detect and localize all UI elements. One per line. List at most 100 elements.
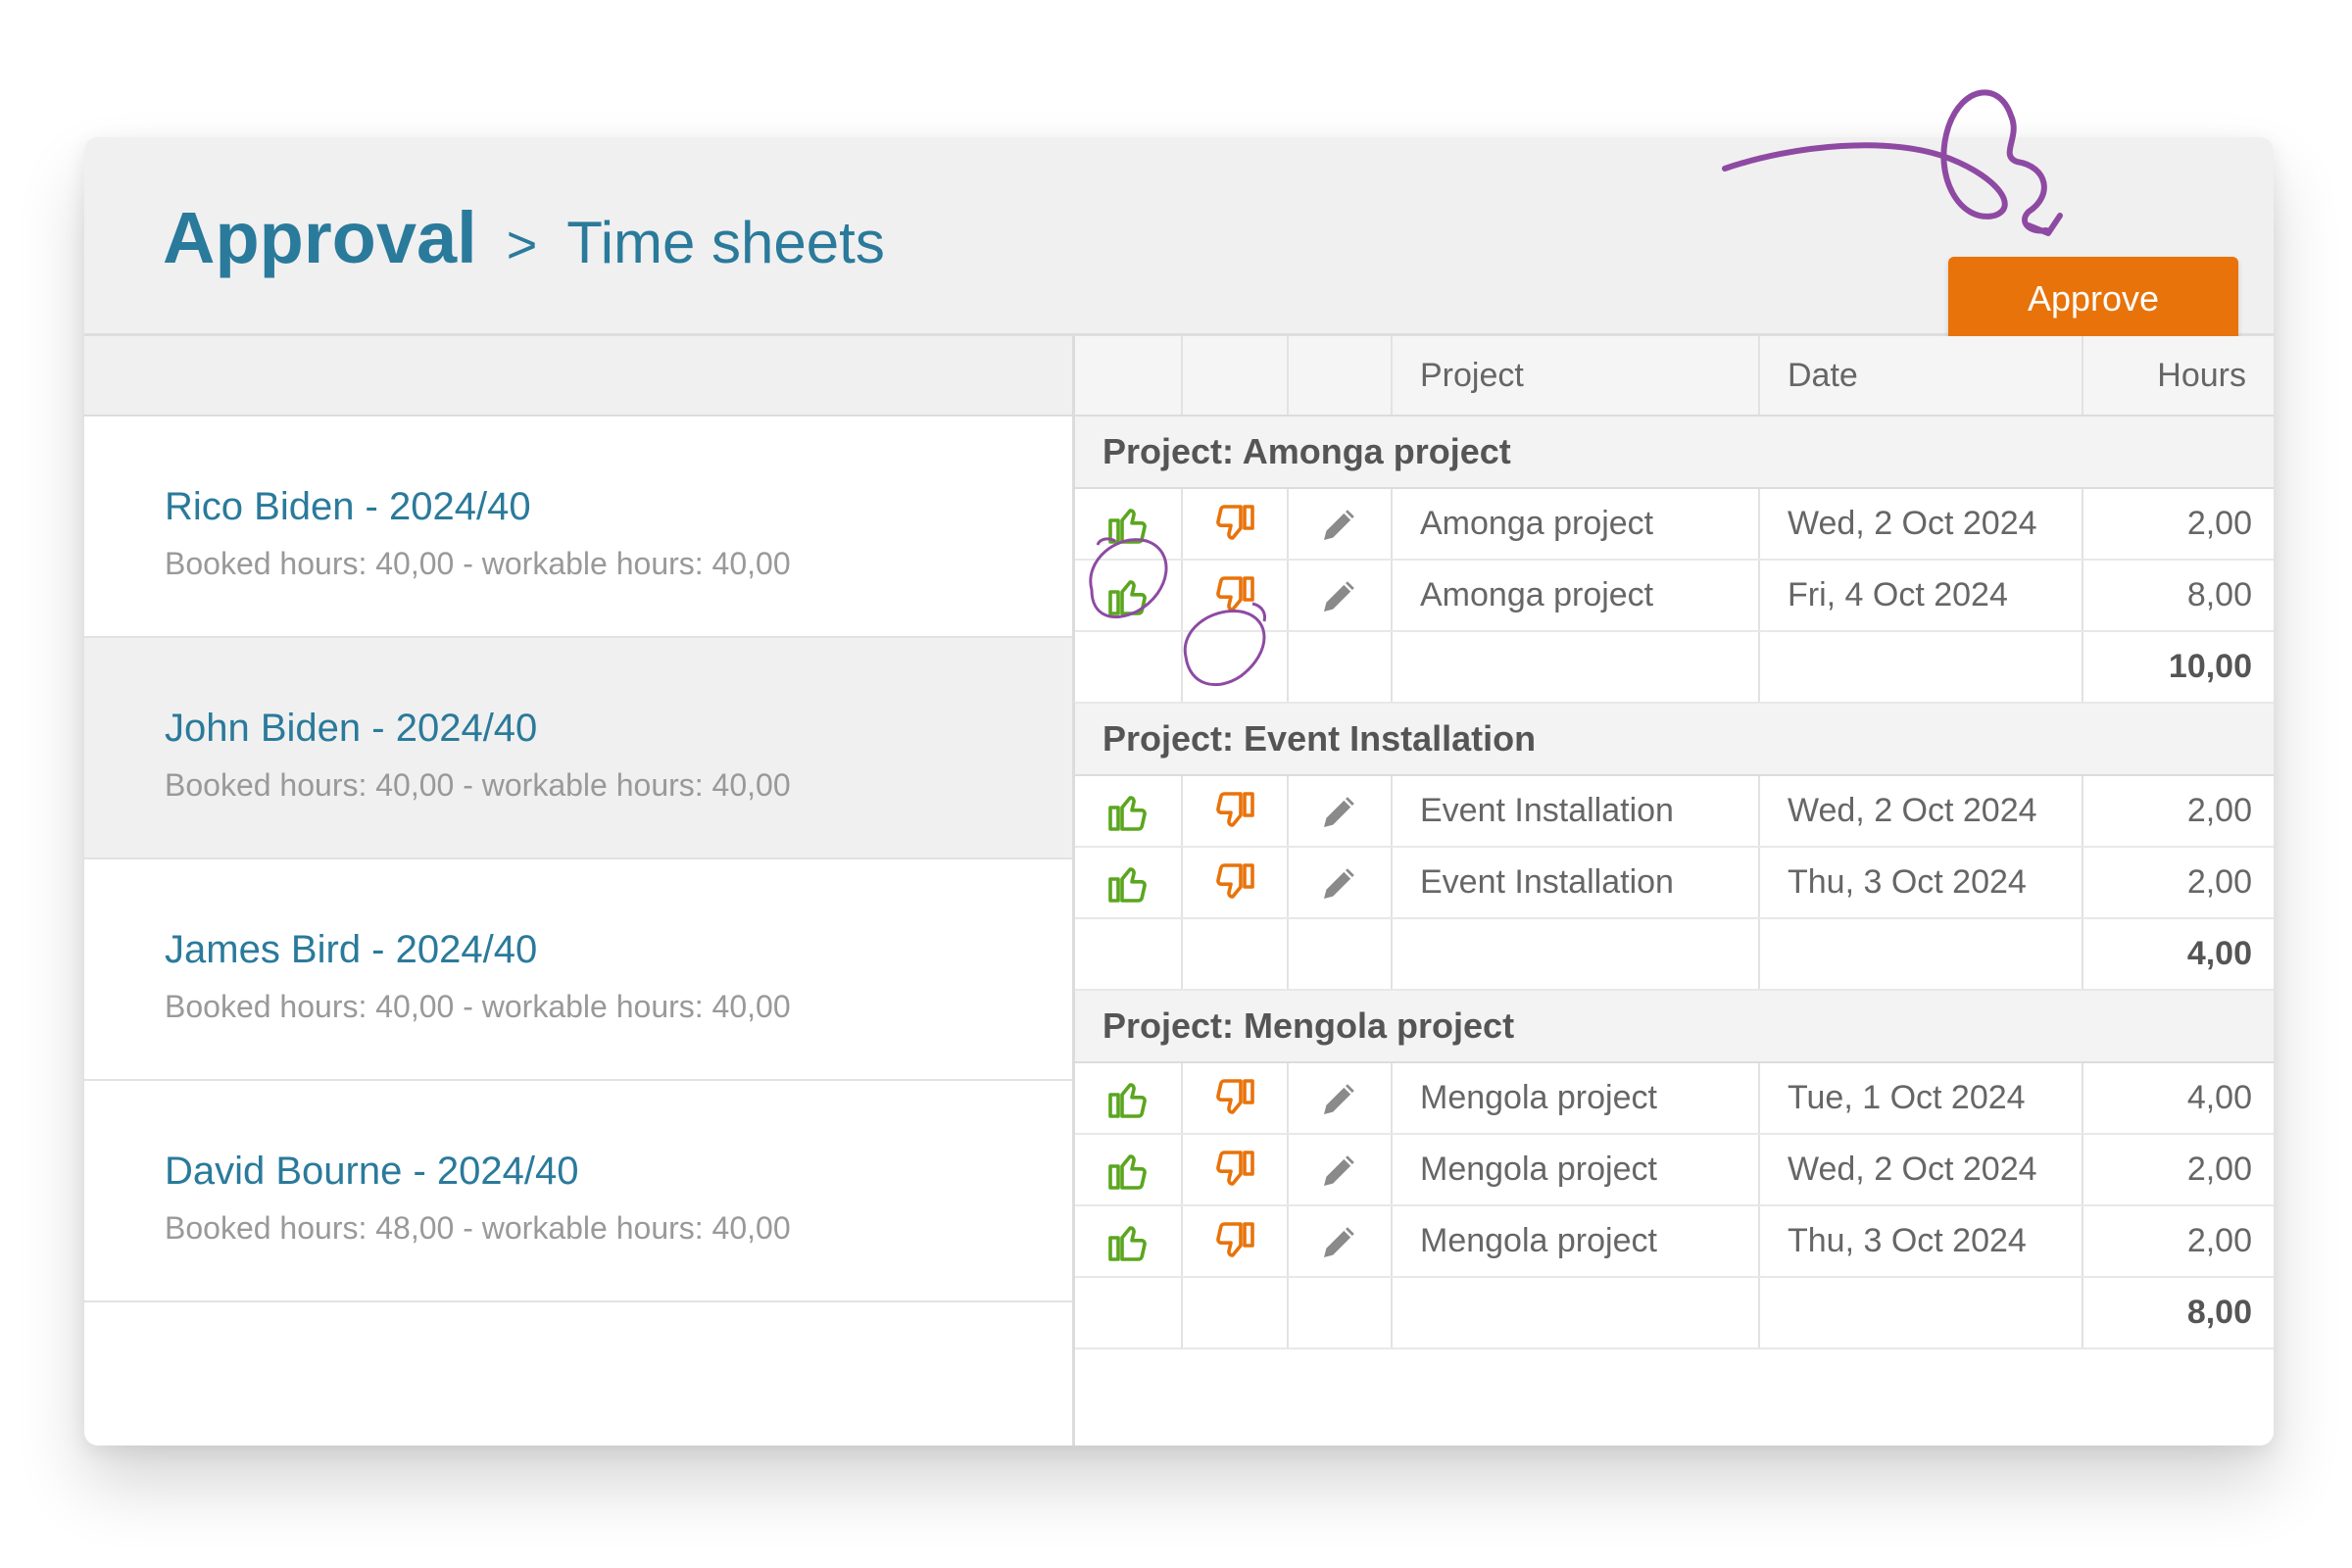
empty-cell [1289, 1278, 1393, 1348]
empty-cell [1760, 919, 2083, 989]
reject-cell [1183, 776, 1289, 846]
header-approve-col [1075, 336, 1183, 415]
approve-cell [1075, 561, 1183, 630]
edit-cell [1289, 1135, 1393, 1204]
hours-cell: 2,00 [2186, 863, 2252, 901]
approve-cell [1075, 1206, 1183, 1276]
hours-cell: 2,00 [2186, 1151, 2252, 1188]
empty-cell [1393, 1278, 1760, 1348]
empty-cell [1289, 919, 1393, 989]
employee-name: Rico Biden - 2024/40 [165, 485, 531, 528]
header-project[interactable]: Project [1393, 336, 1760, 415]
reject-cell [1183, 1063, 1289, 1133]
table-header: Project Date Hours [1075, 336, 2274, 416]
employee-list: Rico Biden - 2024/40 Booked hours: 40,00 … [84, 336, 1075, 1446]
breadcrumb-separator: > [506, 216, 538, 274]
header-date[interactable]: Date [1760, 336, 2083, 415]
empty-cell [1075, 919, 1183, 989]
hours-cell: 2,00 [2186, 792, 2252, 829]
thumbs-up-icon[interactable] [1104, 1218, 1152, 1265]
date-cell: Wed, 2 Oct 2024 [1760, 1135, 2083, 1204]
pencil-icon[interactable] [1316, 1075, 1363, 1122]
employee-hours: Booked hours: 40,00 - workable hours: 40… [165, 546, 791, 581]
employee-hours: Booked hours: 48,00 - workable hours: 40… [165, 1210, 791, 1246]
header-reject-col [1183, 336, 1289, 415]
table-row: Amonga project Fri, 4 Oct 2024 8,00 [1075, 561, 2274, 632]
employee-name: James Bird - 2024/40 [165, 928, 538, 971]
reject-cell [1183, 489, 1289, 559]
approve-cell [1075, 489, 1183, 559]
edit-cell [1289, 848, 1393, 917]
employee-hours: Booked hours: 40,00 - workable hours: 40… [165, 989, 791, 1024]
approve-cell [1075, 848, 1183, 917]
approve-button[interactable]: Approve [1948, 257, 2238, 341]
edit-cell [1289, 776, 1393, 846]
reject-cell [1183, 848, 1289, 917]
reject-cell [1183, 1135, 1289, 1204]
employee-name: John Biden - 2024/40 [165, 707, 538, 750]
pencil-icon[interactable] [1316, 788, 1363, 835]
empty-cell [1760, 632, 2083, 702]
edit-cell [1289, 1206, 1393, 1276]
thumbs-down-icon[interactable] [1211, 572, 1258, 619]
project-cell: Mengola project [1393, 1063, 1760, 1133]
project-cell: Event Installation [1393, 776, 1760, 846]
thumbs-up-icon[interactable] [1104, 788, 1152, 835]
table-row: Mengola project Wed, 2 Oct 2024 2,00 [1075, 1135, 2274, 1206]
group-total-row: 4,00 [1075, 919, 2274, 991]
empty-cell [1289, 632, 1393, 702]
hours-cell: 2,00 [2186, 1222, 2252, 1259]
group-total-row: 10,00 [1075, 632, 2274, 704]
date-cell: Wed, 2 Oct 2024 [1760, 776, 2083, 846]
breadcrumb-time-sheets: Time sheets [566, 210, 885, 275]
header-hours[interactable]: Hours [2157, 356, 2246, 394]
hours-cell: 2,00 [2186, 505, 2252, 542]
empty-cell [1183, 632, 1289, 702]
approve-cell [1075, 1063, 1183, 1133]
empty-cell [1183, 1278, 1289, 1348]
thumbs-up-icon[interactable] [1104, 501, 1152, 548]
thumbs-up-icon[interactable] [1104, 859, 1152, 906]
hours-cell: 8,00 [2186, 576, 2252, 613]
pencil-icon[interactable] [1316, 572, 1363, 619]
empty-cell [1393, 632, 1760, 702]
pencil-icon[interactable] [1316, 1218, 1363, 1265]
empty-cell [1760, 1278, 2083, 1348]
employee-list-header [84, 336, 1072, 416]
employee-item[interactable]: John Biden - 2024/40 Booked hours: 40,00 … [84, 638, 1072, 859]
empty-cell [1393, 919, 1760, 989]
breadcrumb-approval[interactable]: Approval [163, 197, 477, 278]
project-cell: Event Installation [1393, 848, 1760, 917]
employee-item[interactable]: James Bird - 2024/40 Booked hours: 40,00 … [84, 859, 1072, 1081]
thumbs-down-icon[interactable] [1211, 788, 1258, 835]
date-cell: Fri, 4 Oct 2024 [1760, 561, 2083, 630]
pencil-icon[interactable] [1316, 859, 1363, 906]
empty-cell [1075, 632, 1183, 702]
reject-cell [1183, 1206, 1289, 1276]
thumbs-down-icon[interactable] [1211, 501, 1258, 548]
thumbs-down-icon[interactable] [1211, 1147, 1258, 1194]
empty-cell [1183, 919, 1289, 989]
employee-item[interactable]: Rico Biden - 2024/40 Booked hours: 40,00 … [84, 416, 1072, 638]
pencil-icon[interactable] [1316, 501, 1363, 548]
date-cell: Wed, 2 Oct 2024 [1760, 489, 2083, 559]
pencil-icon[interactable] [1316, 1147, 1363, 1194]
thumbs-up-icon[interactable] [1104, 1147, 1152, 1194]
group-total: 4,00 [2186, 935, 2252, 972]
page-header: Approval > Time sheets Approve [84, 137, 2274, 341]
thumbs-up-icon[interactable] [1104, 572, 1152, 619]
date-cell: Thu, 3 Oct 2024 [1760, 1206, 2083, 1276]
thumbs-down-icon[interactable] [1211, 859, 1258, 906]
approval-panel: Approval > Time sheets Approve Rico Bide… [84, 137, 2274, 1446]
employee-item[interactable]: David Bourne - 2024/40 Booked hours: 48,0… [84, 1081, 1072, 1302]
group-total-row: 8,00 [1075, 1278, 2274, 1349]
timesheet-table: Project Date Hours Project: Amonga proje… [1075, 336, 2274, 1446]
date-cell: Thu, 3 Oct 2024 [1760, 848, 2083, 917]
thumbs-down-icon[interactable] [1211, 1075, 1258, 1122]
thumbs-down-icon[interactable] [1211, 1218, 1258, 1265]
empty-cell [1075, 1278, 1183, 1348]
employee-name: David Bourne - 2024/40 [165, 1150, 579, 1193]
edit-cell [1289, 489, 1393, 559]
hours-cell: 4,00 [2186, 1079, 2252, 1116]
thumbs-up-icon[interactable] [1104, 1075, 1152, 1122]
